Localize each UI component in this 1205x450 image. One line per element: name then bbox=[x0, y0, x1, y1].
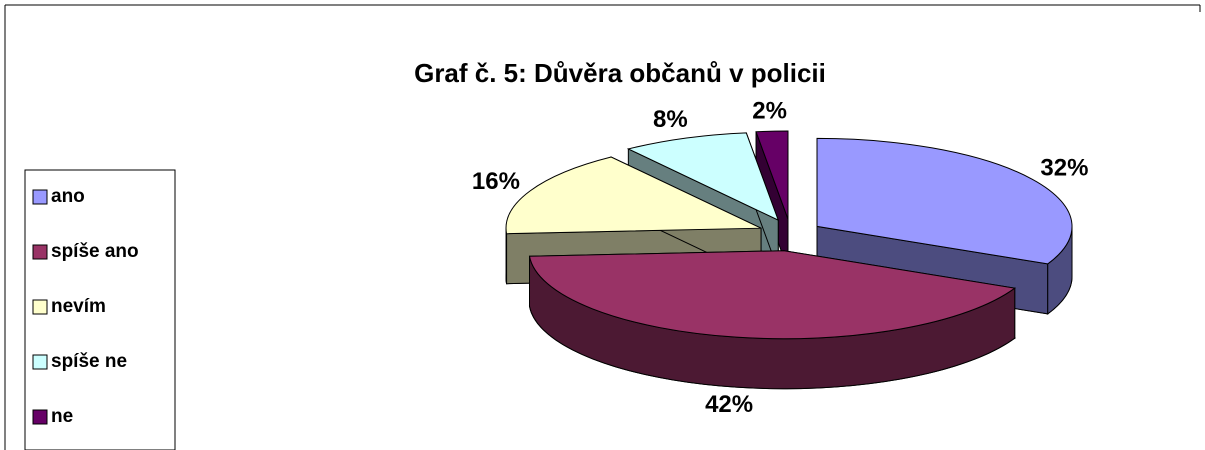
data-label: 8% bbox=[653, 106, 688, 133]
legend-swatch bbox=[32, 244, 48, 260]
legend-label: spíše ne bbox=[51, 351, 127, 372]
legend-swatch bbox=[32, 409, 48, 425]
data-label: 16% bbox=[472, 168, 520, 195]
chart-title: Graf č. 5: Důvěra občanů v policii bbox=[414, 58, 826, 88]
legend-label: ano bbox=[51, 186, 85, 207]
slice-top bbox=[755, 130, 789, 220]
slice-top bbox=[528, 250, 1016, 340]
legend-label: ne bbox=[51, 406, 73, 427]
legend bbox=[24, 169, 176, 450]
slice-top bbox=[816, 137, 1073, 265]
legend-swatch bbox=[32, 299, 48, 315]
legend-label: nevím bbox=[51, 296, 106, 317]
legend-label: spíše ano bbox=[51, 241, 139, 262]
slice-top bbox=[626, 132, 780, 222]
slice bbox=[528, 250, 1016, 390]
slice-top bbox=[505, 156, 762, 235]
data-label: 2% bbox=[752, 98, 787, 125]
legend-swatch bbox=[32, 354, 48, 370]
legend-swatch bbox=[32, 189, 48, 205]
data-label: 42% bbox=[705, 391, 753, 418]
slice-wall bbox=[505, 228, 508, 284]
data-label: 32% bbox=[1040, 154, 1088, 181]
